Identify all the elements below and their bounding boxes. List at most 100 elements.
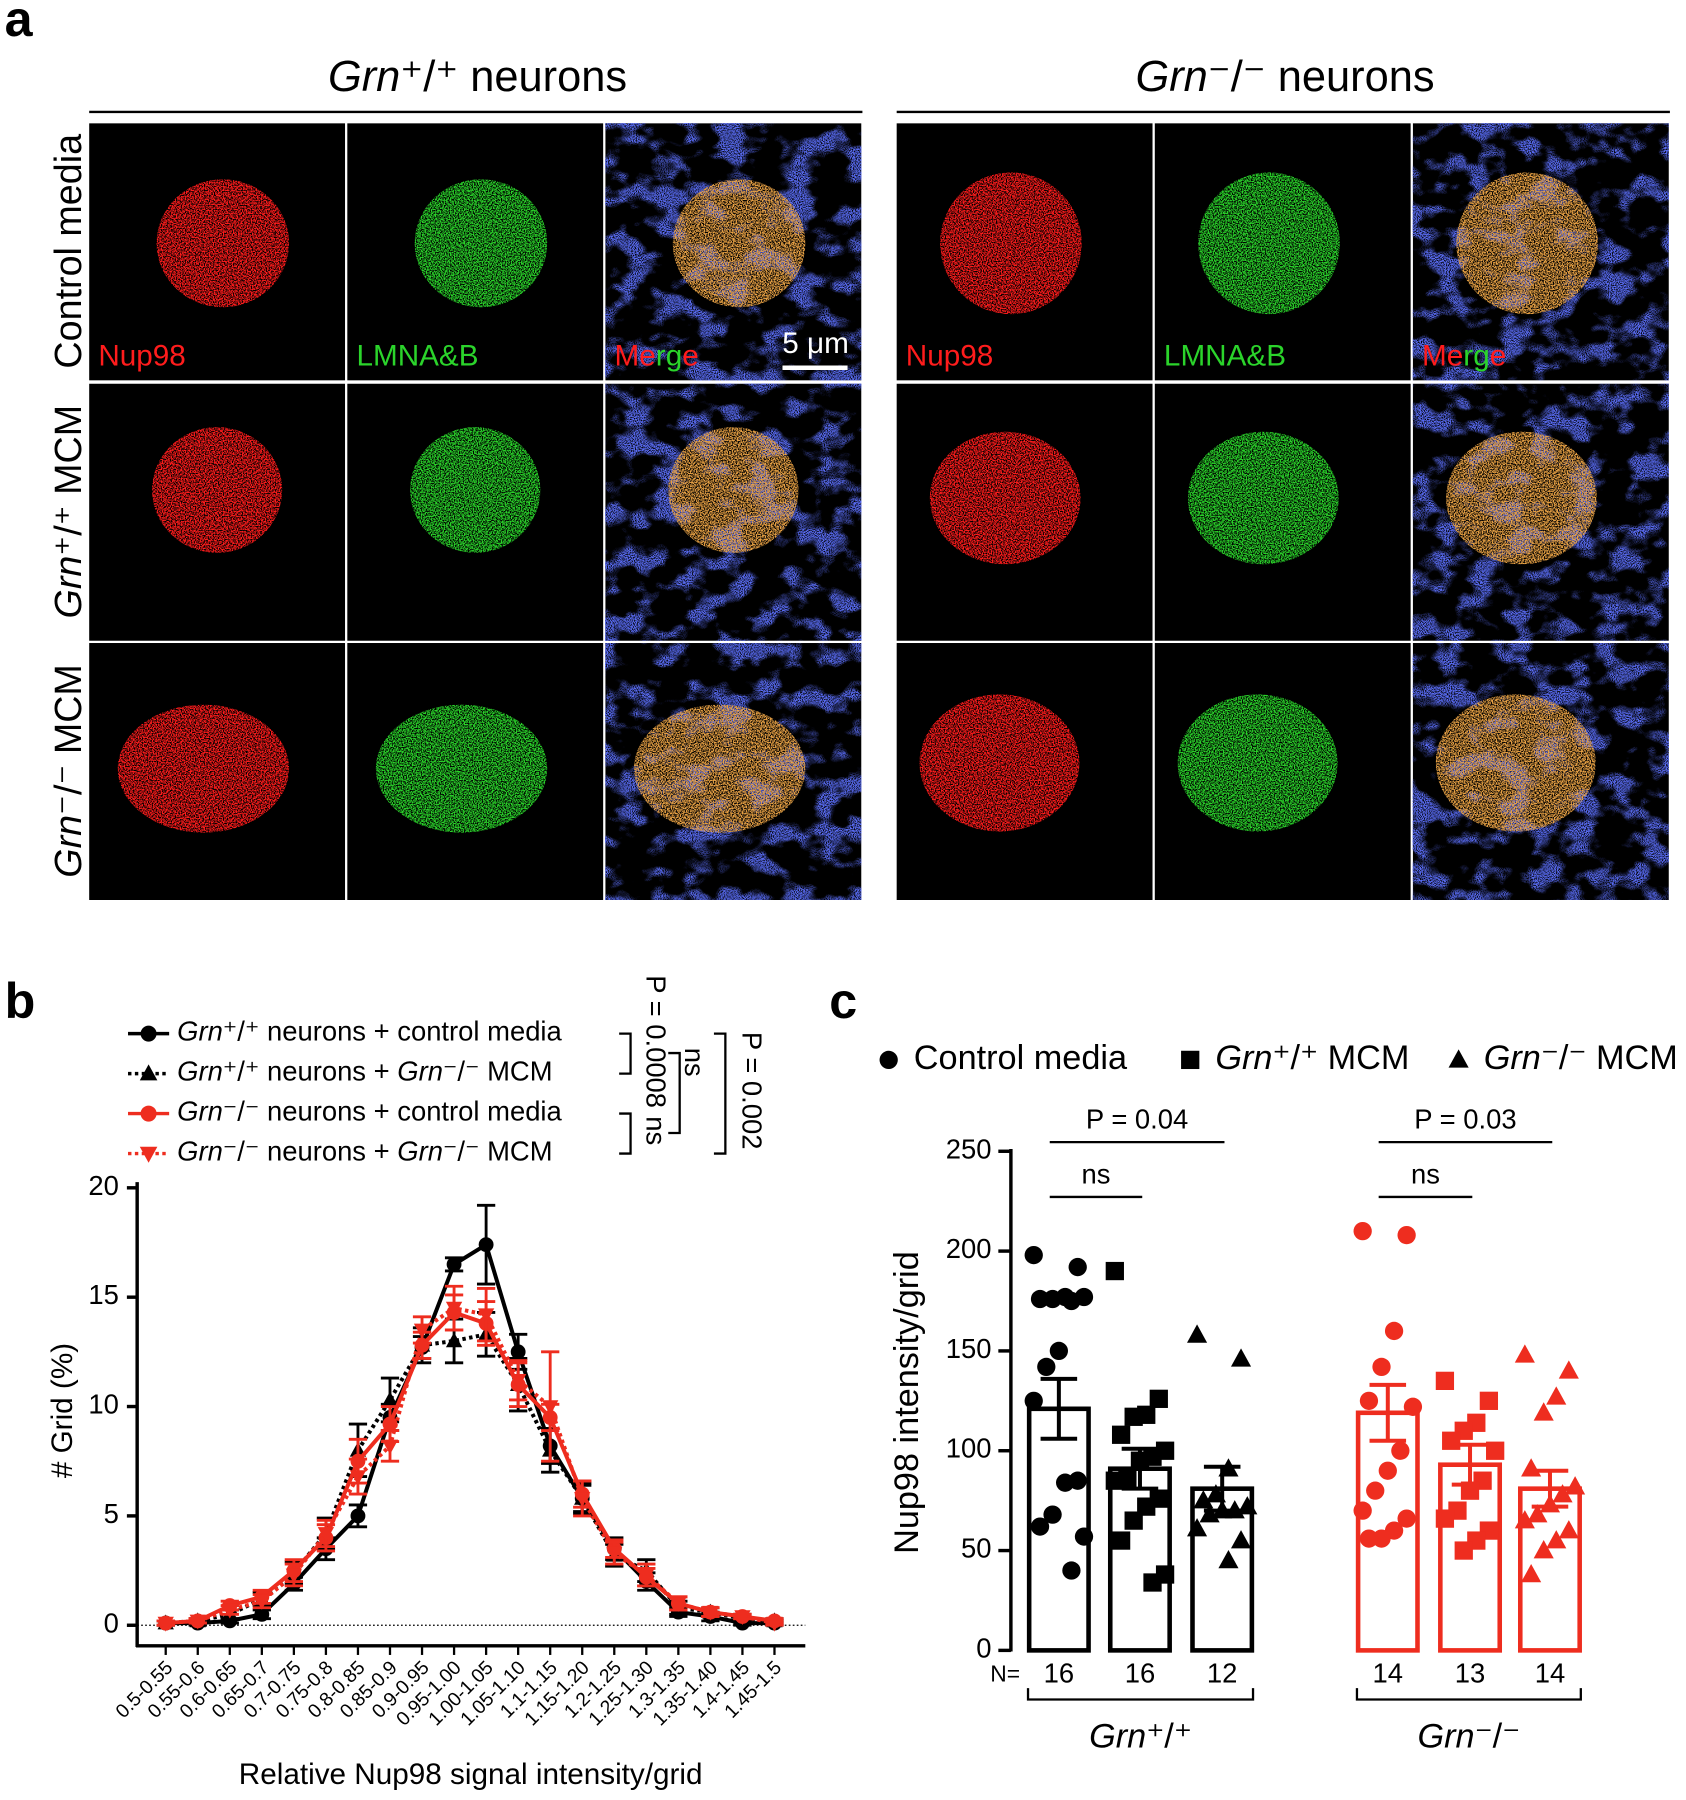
y-tick-label: 10 bbox=[88, 1389, 118, 1420]
x-axis-label: Relative Nup98 signal intensity/grid bbox=[239, 1758, 703, 1791]
data-point bbox=[157, 1616, 174, 1632]
panel-a: a Grn⁺/⁺ neurons Nup98 LMNA&B Merge Grn⁻/⁻ ne… bbox=[5, 0, 1670, 900]
data-point bbox=[1391, 1441, 1410, 1460]
data-point bbox=[382, 1416, 398, 1432]
channel-label: Nup98 bbox=[98, 339, 185, 372]
data-point bbox=[221, 1603, 238, 1619]
stat-bracket bbox=[619, 1032, 632, 1075]
nucleus bbox=[152, 427, 283, 553]
nucleus bbox=[940, 172, 1082, 315]
y-tick-label: 200 bbox=[946, 1233, 992, 1264]
stat-label: P = 0.002 bbox=[736, 1032, 767, 1150]
group-bracket bbox=[1355, 1688, 1582, 1701]
data-point bbox=[1558, 1360, 1579, 1379]
data-point bbox=[1043, 1289, 1062, 1309]
y-tick-label: 0 bbox=[104, 1607, 119, 1638]
data-point bbox=[1074, 1527, 1094, 1546]
scale-bar-label: 5 μm bbox=[782, 327, 849, 360]
nucleus bbox=[1435, 694, 1596, 832]
data-point bbox=[1237, 1496, 1258, 1515]
error-bar bbox=[1440, 1442, 1500, 1487]
data-point bbox=[1353, 1221, 1372, 1241]
data-point bbox=[1454, 1541, 1473, 1560]
y-tick-label: 150 bbox=[946, 1333, 992, 1364]
data-point bbox=[1397, 1225, 1416, 1245]
nucleus bbox=[633, 704, 806, 833]
data-point bbox=[1533, 1540, 1554, 1559]
error-bar bbox=[1192, 1464, 1252, 1513]
data-point bbox=[670, 1597, 687, 1612]
panel-label: c bbox=[829, 973, 857, 1029]
data-point bbox=[1111, 1425, 1131, 1444]
group-label: Grn⁺/⁺ bbox=[1089, 1717, 1192, 1755]
panel-b: b Grn⁺/⁺ neurons + control media Grn⁺/⁺ ne… bbox=[5, 973, 806, 1791]
data-point bbox=[1359, 1391, 1379, 1410]
data-point bbox=[1037, 1357, 1056, 1377]
data-point bbox=[1546, 1386, 1567, 1405]
stat-label: ns bbox=[679, 1048, 710, 1077]
data-point bbox=[1030, 1289, 1050, 1309]
nucleus bbox=[1177, 694, 1338, 832]
data-point bbox=[1062, 1561, 1081, 1580]
stat-bracket bbox=[713, 1032, 727, 1155]
column-header: Grn⁻/⁻ neurons bbox=[1135, 53, 1434, 101]
data-point bbox=[1372, 1357, 1391, 1377]
data-point bbox=[1460, 1481, 1480, 1500]
data-point bbox=[1514, 1344, 1535, 1363]
data-point bbox=[1230, 1530, 1252, 1549]
column-header: Grn⁺/⁺ neurons bbox=[328, 53, 627, 101]
legend-label: Grn⁻/⁻ neurons + control media bbox=[177, 1096, 562, 1127]
nucleus bbox=[117, 704, 290, 833]
data-point bbox=[1218, 1550, 1239, 1569]
row-label: Grn⁺/⁺ MCM bbox=[47, 405, 89, 619]
y-tick-label: 0 bbox=[976, 1633, 991, 1664]
data-point bbox=[1353, 1501, 1372, 1520]
series-line bbox=[165, 1310, 775, 1626]
nucleus bbox=[1187, 431, 1339, 565]
data-point bbox=[734, 1610, 751, 1626]
legend-marker bbox=[139, 1146, 158, 1163]
panel-label: b bbox=[5, 973, 36, 1029]
nucleus bbox=[1198, 172, 1340, 315]
data-point bbox=[1024, 1391, 1043, 1410]
comparison-label: P = 0.03 bbox=[1414, 1104, 1516, 1135]
data-point bbox=[1193, 1490, 1214, 1509]
row-label: Control media bbox=[47, 134, 89, 369]
n-count: 14 bbox=[1535, 1658, 1565, 1689]
data-point bbox=[478, 1237, 494, 1253]
stat-label: P = 0.0008 bbox=[640, 975, 671, 1108]
data-point bbox=[445, 1332, 463, 1348]
series-line bbox=[165, 1305, 775, 1626]
data-point bbox=[1366, 1481, 1385, 1500]
legend-label: Grn⁻/⁻ MCM bbox=[1484, 1039, 1678, 1077]
data-point bbox=[1030, 1517, 1050, 1536]
data-point bbox=[1049, 1341, 1068, 1361]
y-tick-label: 250 bbox=[946, 1134, 992, 1165]
n-count: 14 bbox=[1373, 1658, 1403, 1689]
y-axis-label: Nup98 intensity/grid bbox=[888, 1251, 926, 1554]
data-point bbox=[1218, 1458, 1239, 1477]
panel-c: c Control media Grn⁺/⁺ MCM Grn⁻/⁻ MCM 0 50 100… bbox=[829, 973, 1678, 1755]
data-point bbox=[1187, 1518, 1208, 1537]
data-point bbox=[1137, 1497, 1156, 1516]
panel-label: a bbox=[5, 0, 34, 47]
legend-marker bbox=[139, 1064, 158, 1081]
n-count: 16 bbox=[1044, 1658, 1074, 1689]
error-bar bbox=[1520, 1468, 1580, 1509]
data-point bbox=[413, 1323, 431, 1339]
error-bar bbox=[1029, 1376, 1089, 1441]
data-point bbox=[766, 1616, 783, 1632]
nucleus bbox=[375, 704, 548, 833]
data-point bbox=[317, 1527, 335, 1542]
data-point bbox=[1024, 1245, 1043, 1265]
group-bracket bbox=[1026, 1688, 1255, 1701]
stat-bracket bbox=[668, 1051, 681, 1135]
data-point bbox=[1521, 1564, 1542, 1583]
nucleus bbox=[668, 427, 799, 553]
data-point bbox=[1442, 1431, 1461, 1450]
data-point bbox=[1205, 1484, 1226, 1503]
data-point bbox=[381, 1439, 399, 1455]
data-point bbox=[1372, 1529, 1391, 1548]
legend-label: Control media bbox=[914, 1039, 1128, 1077]
